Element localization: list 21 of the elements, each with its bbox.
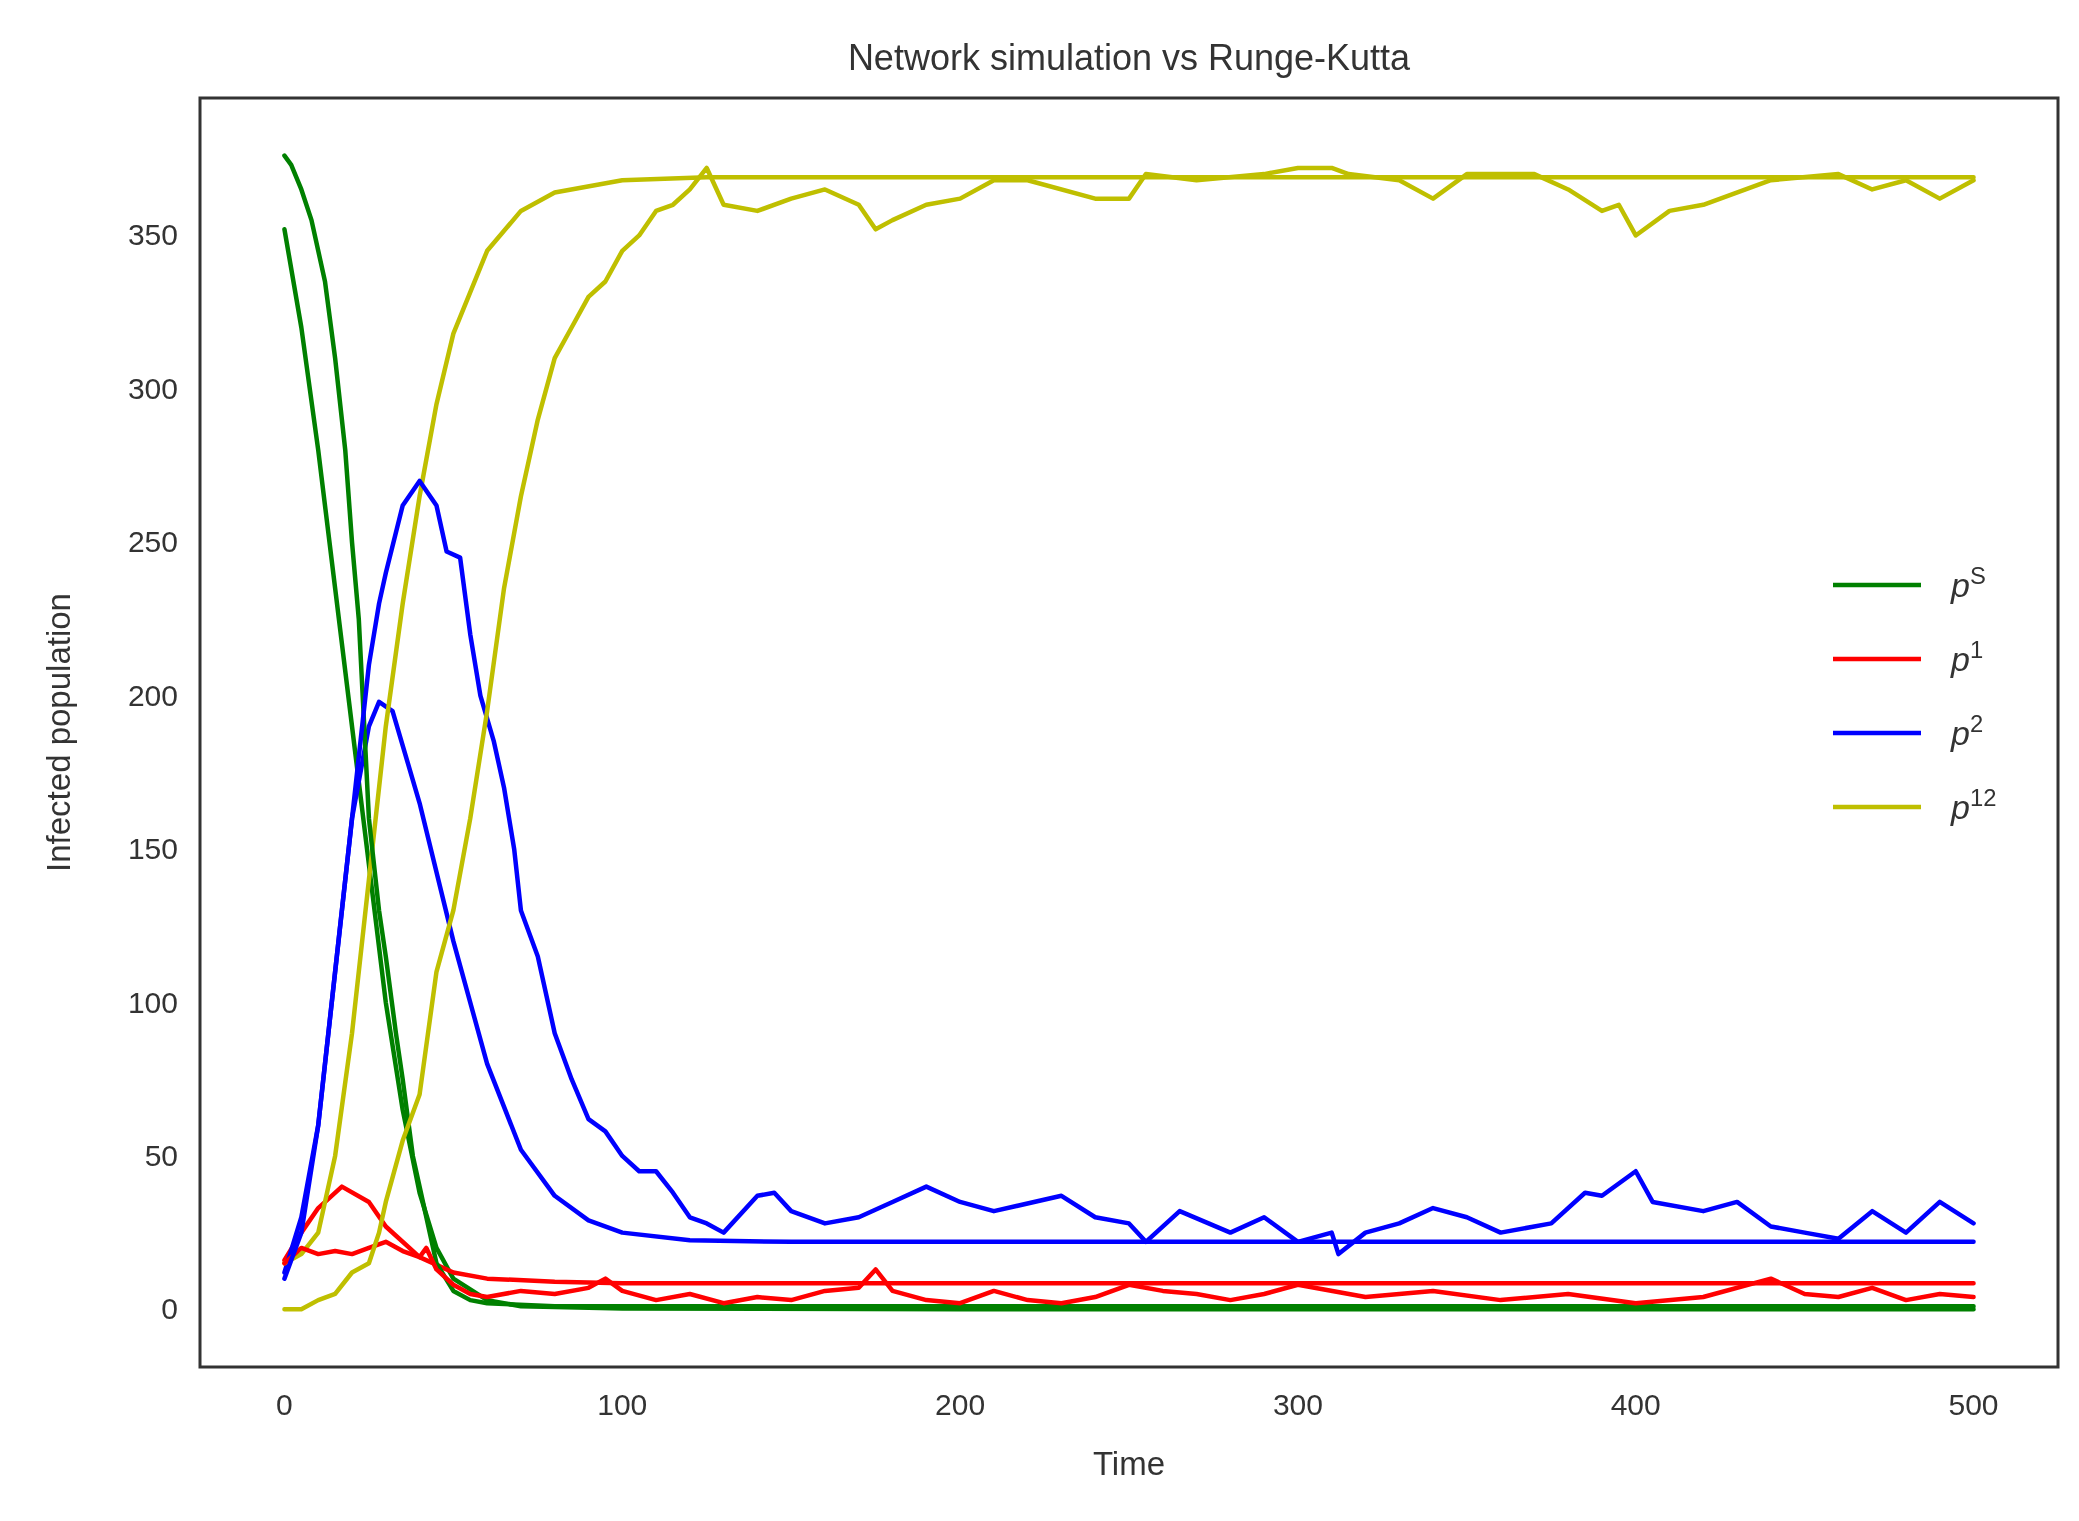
y-tick-label: 100 (127, 985, 178, 1019)
x-tick-label: 300 (1272, 1388, 1323, 1421)
y-axis-title: Infected population (40, 593, 77, 872)
chart-title: Network simulation vs Runge-Kutta (847, 37, 1412, 78)
legend-label: p$^{12}$ (1950, 783, 1997, 826)
y-tick-label: 200 (127, 678, 178, 712)
x-tick-label: 400 (1610, 1388, 1661, 1421)
y-tick-label: 250 (127, 525, 178, 559)
y-tick-label: 300 (127, 371, 178, 405)
legend-label: p$^{1}$ (1950, 635, 1984, 678)
x-tick-label: 0 (276, 1388, 293, 1421)
x-axis-title: Time (1092, 1445, 1166, 1482)
legend-label: p$^{2}$ (1950, 709, 1984, 752)
y-tick-label: 150 (127, 832, 178, 866)
x-tick-label: 500 (1948, 1388, 1999, 1421)
x-tick-label: 100 (597, 1388, 648, 1421)
y-tick-label: 0 (161, 1292, 178, 1326)
x-tick-label: 200 (935, 1388, 986, 1421)
y-tick-label: 50 (144, 1138, 178, 1172)
legend-label: p$^{S}$ (1950, 561, 1986, 604)
y-tick-label: 350 (127, 218, 178, 252)
